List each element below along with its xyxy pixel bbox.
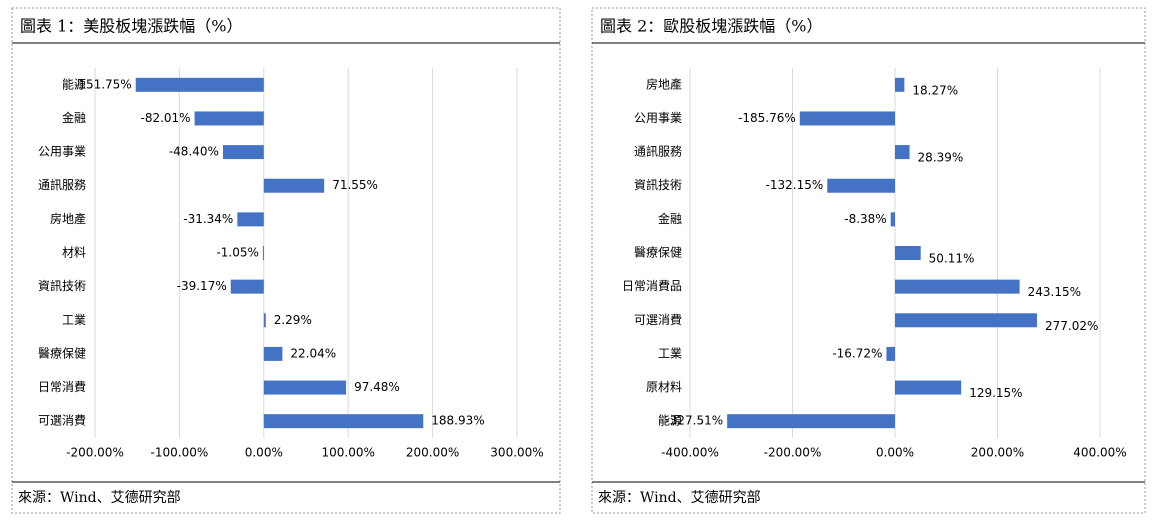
bar bbox=[237, 212, 264, 227]
y-tick-label: 金融 bbox=[62, 110, 86, 125]
chart-title: 圖表 1：美股板塊漲跌幅（%） bbox=[20, 17, 242, 36]
x-tick-label: -400.00% bbox=[661, 446, 719, 460]
bar bbox=[895, 145, 910, 160]
y-tick-label: 房地產 bbox=[646, 76, 682, 91]
value-label: 188.93% bbox=[431, 414, 484, 428]
y-tick-label: 可選消費 bbox=[38, 413, 86, 428]
bar bbox=[727, 414, 895, 429]
y-tick-label: 金融 bbox=[658, 211, 682, 226]
value-label: -82.01% bbox=[140, 111, 190, 125]
value-label: 2.29% bbox=[274, 313, 312, 327]
bar bbox=[263, 178, 325, 193]
chart-title: 圖表 2：歐股板塊漲跌幅（%） bbox=[600, 17, 822, 36]
y-tick-label: 日常消費品 bbox=[622, 278, 682, 293]
x-tick-label: 200.00% bbox=[971, 446, 1024, 460]
y-tick-label: 日常消費 bbox=[38, 379, 86, 394]
y-tick-label: 資訊技術 bbox=[634, 177, 682, 192]
y-tick-label: 房地產 bbox=[50, 211, 86, 226]
x-tick-label: -100.00% bbox=[151, 446, 209, 460]
bar bbox=[895, 380, 962, 395]
x-tick-label: -200.00% bbox=[764, 446, 822, 460]
y-tick-label: 原材料 bbox=[646, 380, 682, 394]
y-tick-label: 通訊服務 bbox=[38, 177, 86, 192]
y-tick-label: 資訊技術 bbox=[38, 278, 86, 293]
bar bbox=[895, 279, 1020, 294]
y-tick-label: 能源 bbox=[62, 77, 86, 91]
bar bbox=[230, 279, 264, 294]
y-tick-label: 材料 bbox=[62, 246, 86, 260]
value-label: -132.15% bbox=[766, 178, 824, 192]
x-tick-label: -200.00% bbox=[66, 446, 124, 460]
value-label: 28.39% bbox=[918, 151, 964, 165]
bar bbox=[262, 246, 264, 260]
value-label: 22.04% bbox=[290, 346, 336, 360]
value-label: -327.51% bbox=[665, 414, 723, 428]
y-tick-label: 通訊服務 bbox=[634, 144, 682, 159]
value-label: 277.02% bbox=[1045, 319, 1098, 333]
x-tick-label: 400.00% bbox=[1073, 446, 1126, 460]
source-note: 來源：Wind、艾德研究部 bbox=[18, 490, 181, 506]
bar bbox=[263, 414, 424, 429]
bar bbox=[895, 313, 1037, 328]
y-tick-label: 可選消費 bbox=[634, 312, 682, 327]
value-label: -185.76% bbox=[738, 111, 796, 125]
value-label: 50.11% bbox=[929, 252, 975, 266]
value-label: 97.48% bbox=[354, 380, 400, 394]
value-label: -31.34% bbox=[183, 212, 233, 226]
value-label: -1.05% bbox=[216, 246, 258, 260]
bar bbox=[895, 77, 905, 92]
x-tick-label: 0.00% bbox=[245, 446, 283, 460]
value-label: -39.17% bbox=[177, 279, 227, 293]
bar bbox=[895, 246, 921, 260]
y-tick-label: 醫療保健 bbox=[634, 246, 682, 260]
bar bbox=[886, 346, 895, 361]
bar bbox=[263, 313, 266, 328]
y-tick-label: 公用事業 bbox=[38, 145, 86, 159]
y-tick-label: 工業 bbox=[658, 346, 682, 360]
x-tick-label: 200.00% bbox=[406, 446, 459, 460]
y-tick-label: 公用事業 bbox=[634, 111, 682, 125]
source-note: 來源：Wind、艾德研究部 bbox=[598, 490, 761, 506]
panel-border bbox=[591, 7, 1146, 514]
value-label: -16.72% bbox=[832, 346, 882, 360]
value-label: -8.38% bbox=[844, 212, 886, 226]
bar bbox=[222, 145, 264, 160]
value-label: 18.27% bbox=[912, 83, 958, 97]
value-label: 243.15% bbox=[1028, 285, 1081, 299]
y-tick-label: 工業 bbox=[62, 313, 86, 327]
bar bbox=[890, 212, 895, 227]
y-tick-label: 醫療保健 bbox=[38, 346, 86, 360]
value-label: 71.55% bbox=[332, 178, 378, 192]
value-label: 129.15% bbox=[969, 386, 1022, 400]
x-tick-label: 300.00% bbox=[490, 446, 543, 460]
x-tick-label: 0.00% bbox=[876, 446, 914, 460]
value-label: -48.40% bbox=[169, 145, 219, 159]
panel-border bbox=[11, 7, 561, 514]
bar bbox=[135, 77, 264, 92]
y-tick-label: 能源 bbox=[658, 414, 682, 428]
bar bbox=[827, 178, 895, 193]
value-label: -151.75% bbox=[74, 77, 132, 91]
bar bbox=[263, 346, 283, 361]
x-tick-label: 100.00% bbox=[322, 446, 375, 460]
bar bbox=[263, 380, 347, 395]
bar bbox=[799, 111, 895, 126]
bar bbox=[194, 111, 264, 126]
